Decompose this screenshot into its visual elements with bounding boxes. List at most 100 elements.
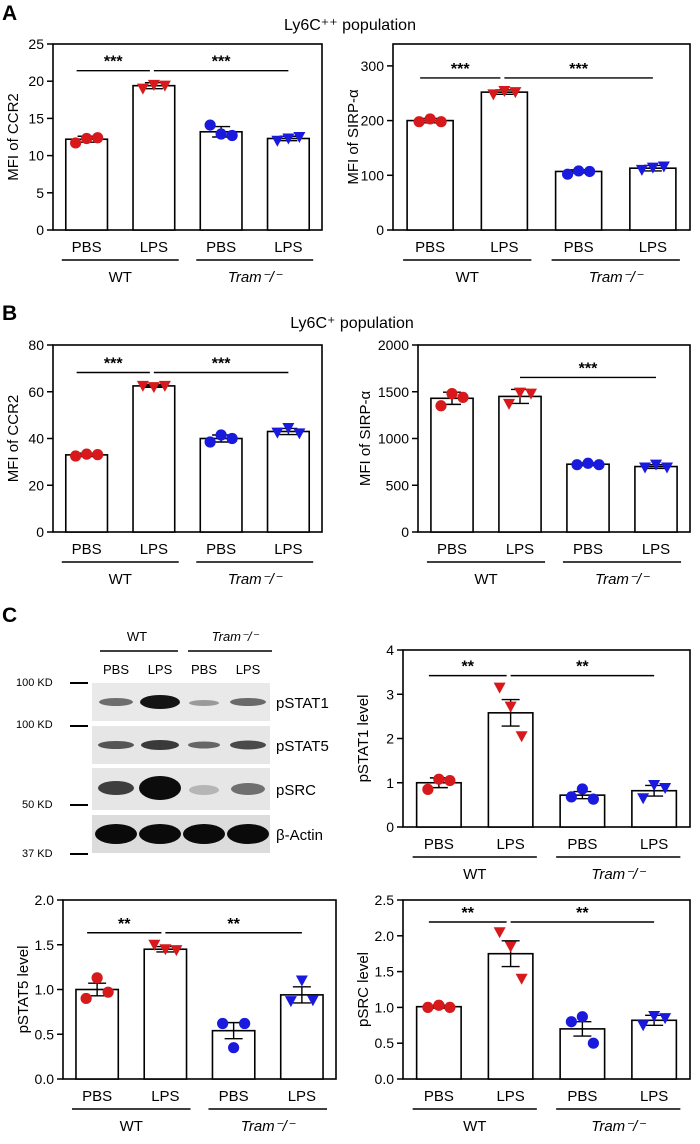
y-tick-label: 60 bbox=[28, 384, 44, 400]
blot-group-wt: WT bbox=[127, 629, 147, 644]
data-point bbox=[515, 731, 528, 743]
data-point bbox=[637, 1020, 650, 1032]
y-axis-label: pSRC level bbox=[355, 952, 372, 1027]
bar bbox=[629, 167, 677, 231]
y-tick-label: 20 bbox=[28, 477, 44, 493]
data-point bbox=[584, 165, 596, 178]
chart-5: 0 1 2 3 4 pSTAT1 level PBS LPS PBS LPS WT Tram⁻/⁻ **… bbox=[355, 642, 691, 883]
plot-frame bbox=[402, 899, 691, 1080]
data-point bbox=[226, 129, 238, 142]
bar bbox=[415, 1005, 462, 1080]
data-point bbox=[565, 791, 577, 803]
category-label: LPS bbox=[640, 1088, 668, 1105]
data-point bbox=[571, 459, 583, 471]
data-point bbox=[562, 168, 574, 180]
y-tick-label: 40 bbox=[28, 431, 44, 447]
data-point bbox=[282, 133, 295, 145]
category-label: PBS bbox=[424, 1088, 454, 1105]
y-tick-label: 0 bbox=[36, 222, 44, 238]
blot-strip-pstat5 bbox=[92, 726, 270, 764]
data-point bbox=[515, 973, 528, 985]
blot-lane-3: PBS bbox=[191, 662, 217, 677]
data-point bbox=[493, 682, 506, 694]
group-label: Tram⁻/⁻ bbox=[589, 269, 644, 286]
data-point bbox=[576, 783, 588, 795]
data-point bbox=[228, 1042, 240, 1054]
bar bbox=[631, 1019, 678, 1080]
bar bbox=[199, 437, 243, 533]
data-point bbox=[635, 164, 648, 176]
data-point bbox=[648, 779, 661, 791]
data-point bbox=[284, 996, 297, 1008]
y-tick-label: 100 bbox=[361, 167, 385, 183]
bar bbox=[487, 712, 534, 828]
category-label: PBS bbox=[564, 239, 594, 256]
category-label: PBS bbox=[567, 836, 597, 853]
data-point bbox=[637, 793, 650, 805]
data-point bbox=[92, 132, 104, 144]
y-tick-label: 0.5 bbox=[375, 1035, 395, 1051]
data-point bbox=[217, 1017, 229, 1030]
y-tick-label: 5 bbox=[36, 185, 44, 201]
chart-1: 0 5 10 15 20 25 MFI of CCR2 PBS LPS PBS LPS WT Tram⁻… bbox=[5, 36, 323, 286]
data-point bbox=[293, 428, 306, 440]
y-tick-label: 80 bbox=[28, 337, 44, 353]
data-point bbox=[293, 132, 306, 143]
y-tick-label: 4 bbox=[386, 642, 394, 658]
blot-lane-2: LPS bbox=[148, 662, 173, 677]
y-tick-label: 2.5 bbox=[375, 892, 395, 908]
data-point bbox=[158, 380, 171, 392]
y-tick-label: 300 bbox=[361, 58, 385, 74]
data-point bbox=[422, 1001, 434, 1014]
chart-4: 0 500 1000 1500 2000 MFI of SIRP-α PBS LPS PBS LP… bbox=[357, 337, 691, 588]
data-point bbox=[433, 773, 445, 785]
data-point bbox=[661, 462, 673, 474]
chart-6: 0.0 0.5 1.0 1.5 2.0 pSTAT5 level PBS LPS PBS LPS W… bbox=[15, 892, 337, 1135]
data-point bbox=[587, 793, 599, 805]
data-point bbox=[639, 462, 651, 474]
y-tick-label: 3 bbox=[386, 686, 394, 702]
significance-label: *** bbox=[104, 54, 123, 71]
y-tick-label: 0 bbox=[386, 819, 394, 835]
significance-label: *** bbox=[579, 360, 598, 377]
bar bbox=[406, 119, 454, 231]
marker-50kd: 50 KD bbox=[22, 799, 53, 811]
data-point bbox=[648, 1010, 661, 1022]
category-label: PBS bbox=[219, 1088, 249, 1105]
data-point bbox=[158, 80, 171, 92]
y-tick-label: 1.0 bbox=[35, 982, 55, 998]
y-axis-label: MFI of CCR2 bbox=[5, 93, 22, 181]
bar bbox=[132, 385, 176, 533]
data-point bbox=[657, 161, 670, 173]
bar bbox=[430, 397, 474, 533]
significance-label: ** bbox=[462, 905, 475, 922]
bar bbox=[266, 137, 311, 231]
panel-label-b: B bbox=[2, 302, 17, 325]
y-tick-label: 15 bbox=[28, 110, 44, 126]
category-label: PBS bbox=[415, 239, 445, 256]
panel-label-c: C bbox=[2, 604, 17, 627]
marker-37kd: 37 KD bbox=[22, 848, 53, 860]
category-label: PBS bbox=[424, 836, 454, 853]
plot-frame bbox=[52, 43, 323, 231]
data-point bbox=[159, 944, 172, 956]
data-point bbox=[435, 116, 447, 128]
y-tick-label: 0 bbox=[376, 222, 384, 238]
bar bbox=[64, 138, 109, 231]
data-point bbox=[573, 165, 585, 177]
bar bbox=[631, 789, 678, 828]
data-point bbox=[433, 999, 445, 1011]
blot-strip-bactin bbox=[92, 815, 270, 853]
group-label: WT bbox=[463, 866, 486, 883]
blot-group-tram: Tram⁻/⁻ bbox=[212, 629, 260, 644]
significance-label: ** bbox=[462, 659, 475, 676]
y-tick-label: 1 bbox=[386, 775, 394, 791]
data-point bbox=[306, 995, 319, 1007]
data-point bbox=[81, 132, 93, 145]
data-point bbox=[444, 774, 456, 787]
data-point bbox=[136, 380, 149, 392]
group-label: WT bbox=[109, 269, 132, 286]
bar bbox=[554, 170, 603, 231]
group-label: Tram⁻/⁻ bbox=[228, 269, 283, 286]
y-axis-label: pSTAT5 level bbox=[15, 946, 32, 1034]
